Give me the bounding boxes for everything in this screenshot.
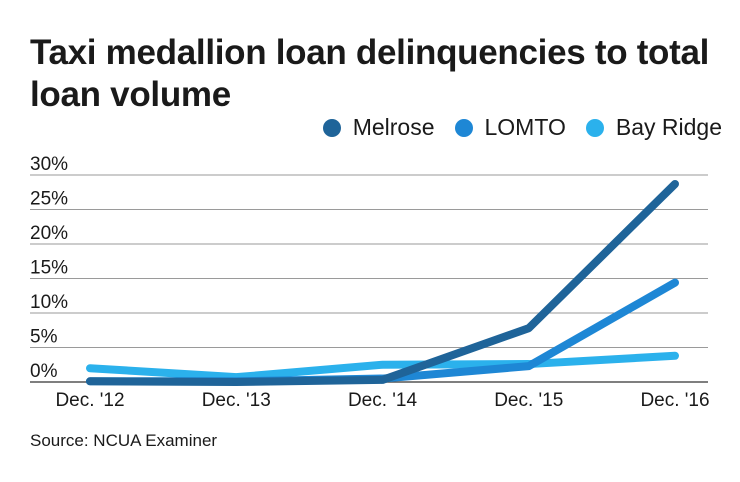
x-tick-label: Dec. '15	[494, 390, 563, 411]
legend-swatch-melrose	[322, 118, 341, 137]
y-tick-label: 20%	[30, 223, 68, 244]
x-tick-label: Dec. '13	[202, 390, 271, 411]
line-chart: 0% 5% 10% 15% 20% 25% 30% Dec. '12 Dec. '13 Dec. …	[30, 154, 710, 411]
series-line-melrose	[86, 179, 679, 386]
legend-item-melrose: Melrose	[322, 114, 435, 141]
legend-item-bay-ridge: Bay Ridge	[585, 114, 722, 141]
y-tick-label: 5%	[30, 327, 58, 348]
y-tick-label: 30%	[30, 154, 68, 175]
legend-swatch-lomto	[454, 118, 473, 137]
x-tick-label: Dec. '16	[640, 390, 709, 411]
legend-swatch-bay-ridge	[585, 118, 604, 137]
legend-label-lomto: LOMTO	[484, 114, 566, 140]
x-tick-label: Dec. '12	[55, 390, 124, 411]
y-tick-label: 25%	[30, 189, 68, 210]
series-line-bay-ridge	[86, 351, 679, 382]
y-tick-label: 0%	[30, 361, 58, 382]
chart-title: Taxi medallion loan delinquencies to tot…	[30, 33, 710, 114]
x-tick-label: Dec. '14	[348, 390, 418, 411]
legend: Melrose LOMTO Bay Ridge	[303, 114, 722, 141]
y-tick-label: 15%	[30, 258, 68, 279]
legend-label-melrose: Melrose	[352, 114, 435, 140]
legend-item-lomto: LOMTO	[454, 114, 566, 141]
source-note: Source: NCUA Examiner	[30, 431, 218, 450]
y-tick-label: 10%	[30, 292, 68, 313]
legend-label-bay-ridge: Bay Ridge	[615, 114, 722, 140]
